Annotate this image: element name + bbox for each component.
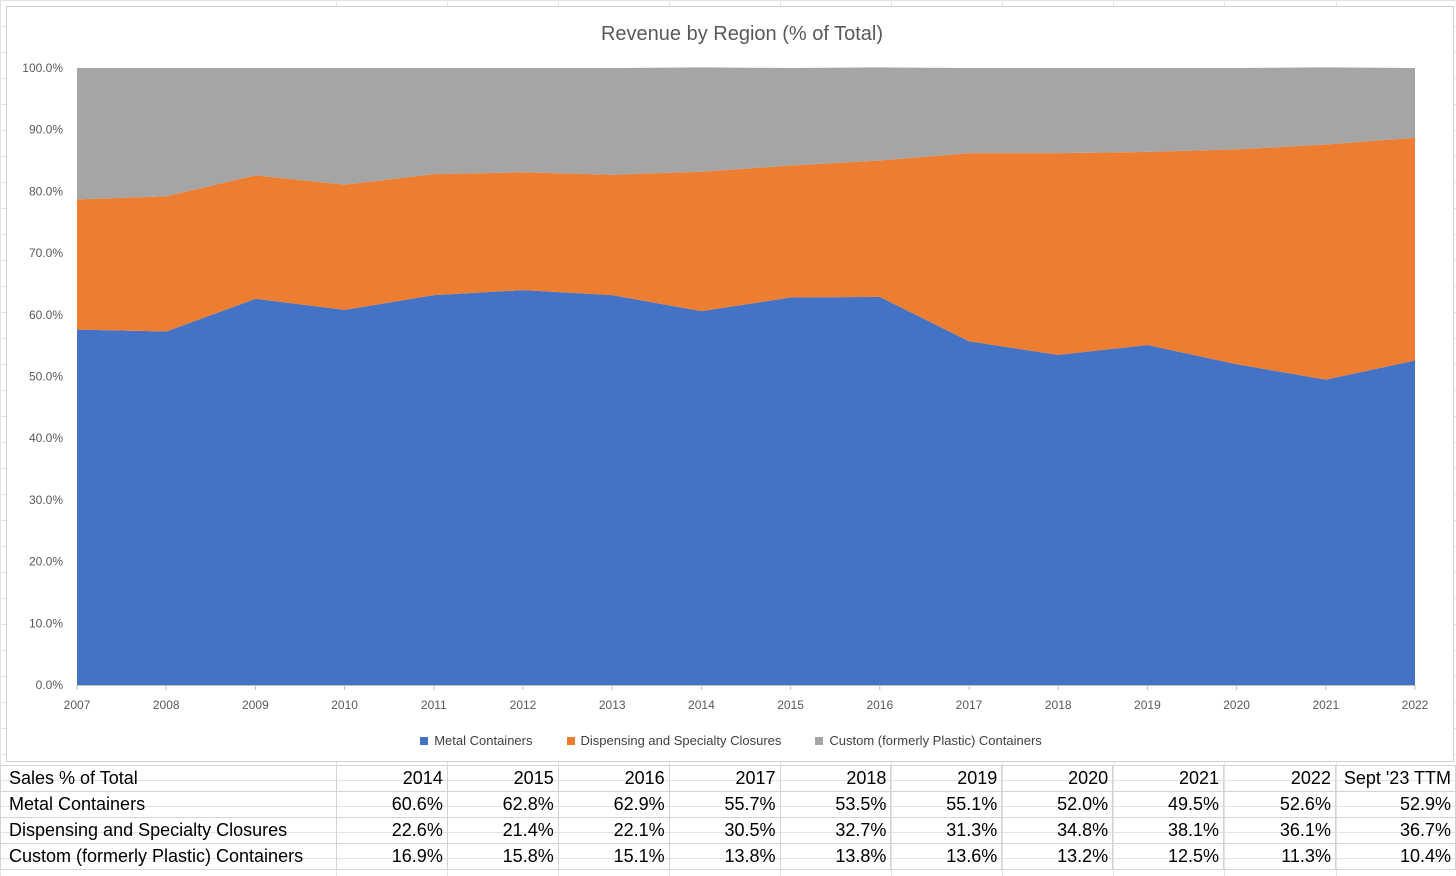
row-label-cell[interactable]: Sales % of Total: [0, 765, 337, 792]
sales-percent-table: Sales % of Total 2014 2015 2016 2017 2018 2019…: [0, 765, 1456, 870]
table-cell[interactable]: 2016: [557, 765, 670, 792]
table-cell[interactable]: 15.8%: [446, 843, 559, 870]
table-cell[interactable]: 2017: [668, 765, 781, 792]
table-cell[interactable]: 2018: [779, 765, 892, 792]
area-series-3[interactable]: [77, 67, 1415, 200]
legend-swatch: [815, 736, 824, 745]
x-tick-label: 2019: [1134, 698, 1161, 712]
legend-item: Metal Containers: [420, 733, 533, 748]
table-cell[interactable]: 13.2%: [1001, 843, 1114, 870]
table-cell[interactable]: 36.7%: [1334, 817, 1456, 844]
x-tick-label: 2009: [242, 698, 269, 712]
area-chart: Revenue by Region (% of Total) 0.0% 10.0% 2…: [22, 23, 1429, 712]
row-label-cell[interactable]: Dispensing and Specialty Closures: [0, 817, 337, 844]
area-series-1[interactable]: [77, 290, 1415, 685]
y-tick-label: 70.0%: [29, 246, 63, 260]
x-tick-label: 2022: [1402, 698, 1429, 712]
y-tick-label: 30.0%: [29, 493, 63, 507]
x-tick-label: 2016: [866, 698, 893, 712]
table-cell[interactable]: 36.1%: [1223, 817, 1336, 844]
table-row: Metal Containers 60.6% 62.8% 62.9% 55.7% 53.5…: [0, 791, 1456, 818]
table-cell[interactable]: 2021: [1112, 765, 1225, 792]
table-cell[interactable]: 2019: [890, 765, 1003, 792]
table-row: Custom (formerly Plastic) Containers 16.9…: [0, 843, 1456, 870]
table-cell[interactable]: 52.6%: [1223, 791, 1336, 818]
legend-item: Custom (formerly Plastic) Containers: [815, 733, 1042, 748]
x-tick-label: 2013: [599, 698, 626, 712]
table-cell[interactable]: 62.9%: [557, 791, 670, 818]
table-cell[interactable]: 2022: [1223, 765, 1336, 792]
table-cell[interactable]: 2020: [1001, 765, 1114, 792]
table-cell[interactable]: 13.8%: [668, 843, 781, 870]
chart-legend: Metal Containers Dispensing and Specialty…: [7, 733, 1455, 748]
table-cell[interactable]: 21.4%: [446, 817, 559, 844]
x-tick-label: 2007: [64, 698, 91, 712]
table-cell[interactable]: 62.8%: [446, 791, 559, 818]
y-tick-label: 10.0%: [29, 616, 63, 630]
legend-swatch: [566, 736, 575, 745]
table-cell[interactable]: 34.8%: [1001, 817, 1114, 844]
table-cell[interactable]: 30.5%: [668, 817, 781, 844]
chart-container[interactable]: Revenue by Region (% of Total) 0.0% 10.0% 2…: [6, 6, 1454, 762]
y-tick-label: 50.0%: [29, 370, 63, 384]
legend-item: Dispensing and Specialty Closures: [566, 733, 782, 748]
table-cell[interactable]: 49.5%: [1112, 791, 1225, 818]
y-tick-label: 60.0%: [29, 308, 63, 322]
table-cell[interactable]: 60.6%: [335, 791, 448, 818]
legend-label: Metal Containers: [434, 733, 533, 748]
table-cell[interactable]: 55.7%: [668, 791, 781, 818]
y-tick-label: 40.0%: [29, 431, 63, 445]
table-cell[interactable]: 38.1%: [1112, 817, 1225, 844]
row-label-cell[interactable]: Metal Containers: [0, 791, 337, 818]
table-cell[interactable]: 52.9%: [1334, 791, 1456, 818]
table-cell[interactable]: Sept '23 TTM: [1334, 765, 1456, 792]
x-tick-label: 2018: [1045, 698, 1072, 712]
x-tick-label: 2021: [1312, 698, 1339, 712]
y-tick-label: 20.0%: [29, 555, 63, 569]
table-row: Dispensing and Specialty Closures 22.6% 21…: [0, 817, 1456, 844]
x-tick-label: 2014: [688, 698, 715, 712]
table-cell[interactable]: 13.8%: [779, 843, 892, 870]
table-cell[interactable]: 11.3%: [1223, 843, 1336, 870]
chart-title: Revenue by Region (% of Total): [601, 23, 883, 45]
x-tick-label: 2011: [421, 698, 447, 712]
y-tick-label: 0.0%: [36, 678, 64, 692]
legend-swatch: [420, 736, 429, 745]
x-tick-label: 2015: [777, 698, 804, 712]
row-label-cell[interactable]: Custom (formerly Plastic) Containers: [0, 843, 337, 870]
table-header-row: Sales % of Total 2014 2015 2016 2017 2018 2019…: [0, 765, 1456, 792]
legend-label: Custom (formerly Plastic) Containers: [829, 733, 1042, 748]
legend-label: Dispensing and Specialty Closures: [580, 733, 782, 748]
table-cell[interactable]: 52.0%: [1001, 791, 1114, 818]
x-tick-label: 2017: [956, 698, 983, 712]
table-cell[interactable]: 55.1%: [890, 791, 1003, 818]
table-cell[interactable]: 10.4%: [1334, 843, 1456, 870]
y-tick-label: 90.0%: [29, 123, 63, 137]
table-cell[interactable]: 2015: [446, 765, 559, 792]
table-cell[interactable]: 13.6%: [890, 843, 1003, 870]
table-cell[interactable]: 15.1%: [557, 843, 670, 870]
table-cell[interactable]: 31.3%: [890, 817, 1003, 844]
y-tick-label: 100.0%: [22, 61, 63, 75]
y-tick-label: 80.0%: [29, 184, 63, 198]
x-tick-label: 2012: [510, 698, 537, 712]
table-cell[interactable]: 2014: [335, 765, 448, 792]
table-cell[interactable]: 22.1%: [557, 817, 670, 844]
table-cell[interactable]: 22.6%: [335, 817, 448, 844]
table-cell[interactable]: 16.9%: [335, 843, 448, 870]
table-cell[interactable]: 32.7%: [779, 817, 892, 844]
table-cell[interactable]: 53.5%: [779, 791, 892, 818]
x-tick-label: 2020: [1223, 698, 1250, 712]
x-tick-label: 2008: [153, 698, 180, 712]
table-cell[interactable]: 12.5%: [1112, 843, 1225, 870]
x-tick-label: 2010: [331, 698, 358, 712]
area-series-2[interactable]: [77, 137, 1415, 380]
